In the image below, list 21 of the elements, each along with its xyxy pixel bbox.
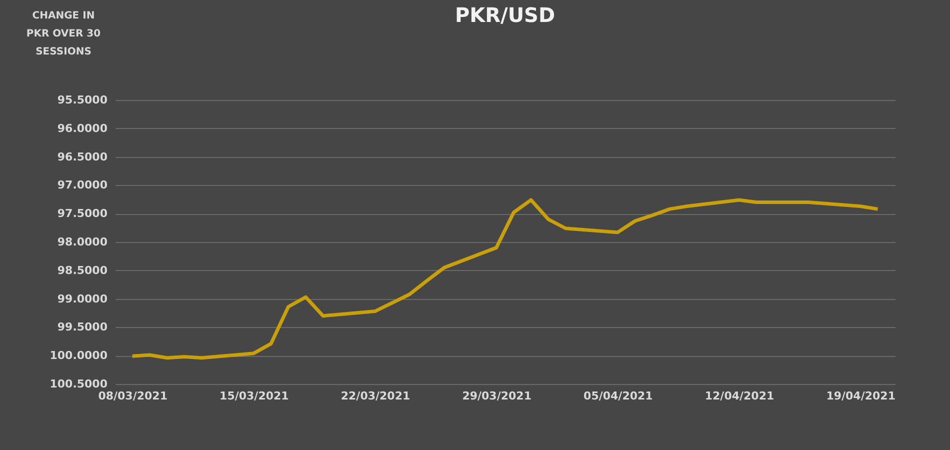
x-tick-label: 12/04/2021 <box>704 390 774 402</box>
y-tick-label: 96.0000 <box>57 122 108 135</box>
y-tick-label: 98.5000 <box>57 264 108 277</box>
x-tick-label: 29/03/2021 <box>462 390 532 402</box>
x-tick-label: 08/03/2021 <box>98 390 168 402</box>
y-tick-label: 100.5000 <box>50 378 108 390</box>
y-axis-title: CHANGE IN PKR OVER 30 SESSIONS <box>26 10 101 58</box>
x-tick-label: 19/04/2021 <box>826 390 896 402</box>
y-tick-label: 97.5000 <box>57 207 108 220</box>
x-tick-label: 15/03/2021 <box>220 390 289 402</box>
y-tick-label: 99.5000 <box>57 320 108 334</box>
y-tick-label: 95.5000 <box>57 94 108 106</box>
y-tick-label: 99.0000 <box>57 292 108 306</box>
x-tick-label: 05/04/2021 <box>584 390 653 402</box>
y-tick-label: 98.0000 <box>57 236 108 248</box>
x-tick-label: 22/03/2021 <box>340 390 410 402</box>
y-tick-label: 100.0000 <box>50 349 108 362</box>
y-tick-label: 96.5000 <box>57 150 108 164</box>
line-series <box>130 198 880 360</box>
chart-title: PKR/USD <box>454 3 556 27</box>
y-tick-label: 97.0000 <box>57 178 108 192</box>
